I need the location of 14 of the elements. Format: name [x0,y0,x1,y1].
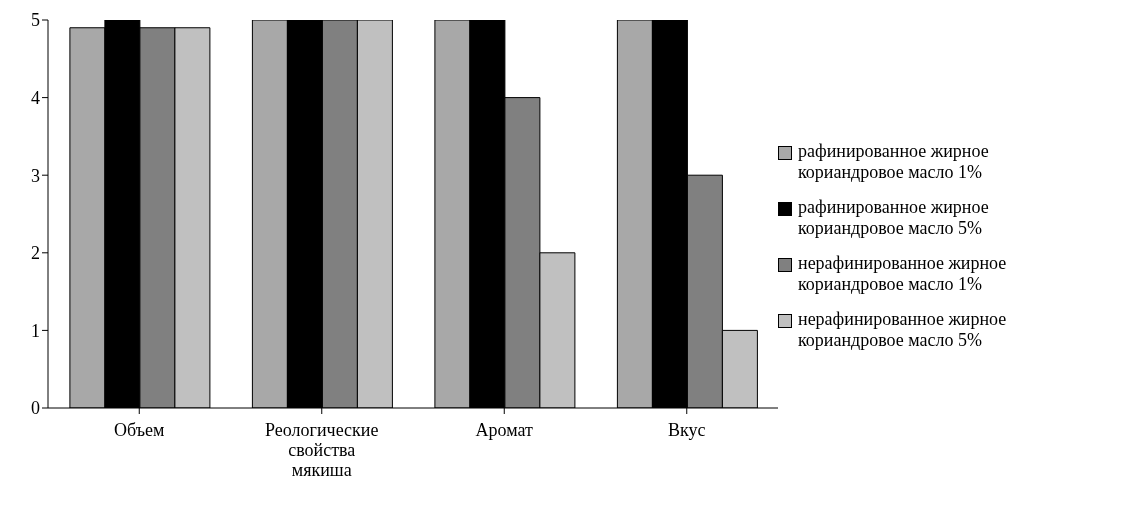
y-tick-label: 3 [31,165,40,186]
y-tick-label: 0 [31,398,40,419]
y-tick-label: 1 [31,320,40,341]
x-tick-label: Вкус [668,420,706,440]
y-tick-label: 4 [31,87,40,108]
x-tick-label: Объем [114,420,165,440]
legend-label: нерафинированное жирное кориандровое масло 5% [798,309,1008,351]
x-tick-label: Реологические свойства мякиша [265,420,379,480]
y-tick-label: 2 [31,243,40,264]
legend-label: рафинированное жирное кориандровое масло 5% [798,197,990,239]
x-tick-label: Аромат [475,420,534,440]
legend-label: нерафинированное жирное кориандровое масло 1% [798,253,1008,295]
legend-label: рафинированное жирное кориандровое масло 1% [798,141,990,183]
y-tick-label: 5 [31,10,40,31]
